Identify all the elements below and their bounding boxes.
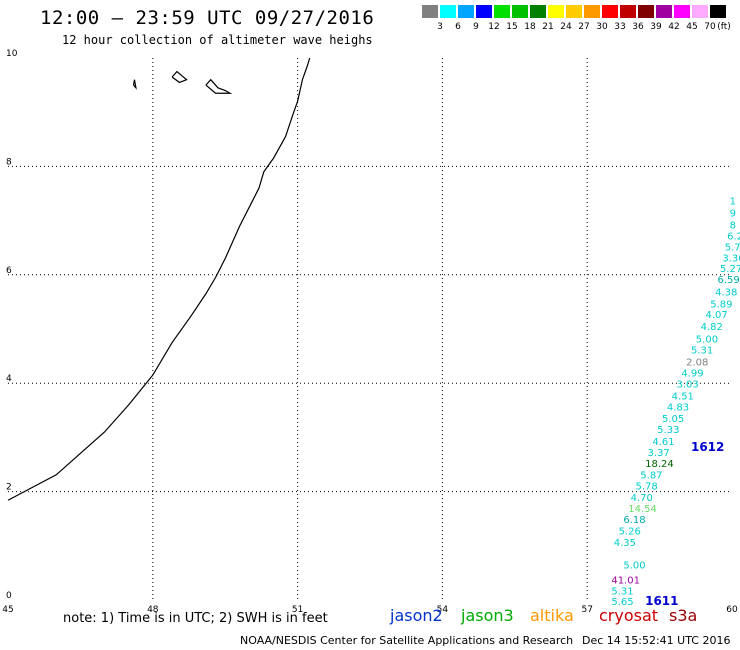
wave-height-value: 41.01 xyxy=(611,576,640,587)
wave-height-value: 4.35 xyxy=(614,538,636,549)
wave-height-value: 4.70 xyxy=(631,493,653,504)
legend-label: 15 xyxy=(506,22,518,32)
legend-swatch xyxy=(548,5,564,18)
legend-swatch xyxy=(530,5,546,18)
y-tick-label: 0 xyxy=(6,591,12,601)
legend-label: 18 xyxy=(524,22,536,32)
legend-swatch xyxy=(584,5,600,18)
x-tick-label: 48 xyxy=(147,605,159,615)
legend-swatch xyxy=(656,5,672,18)
legend-swatch xyxy=(602,5,618,18)
wave-height-value: 2.08 xyxy=(686,357,708,368)
legend-label: 24 xyxy=(560,22,572,32)
x-tick-label: 57 xyxy=(581,605,592,615)
wave-height-value: 18.24 xyxy=(645,459,674,470)
y-tick-label: 4 xyxy=(6,374,12,384)
wave-height-value: 14.54 xyxy=(628,504,657,515)
coastline xyxy=(7,57,311,501)
wave-height-value: 1 xyxy=(730,196,736,207)
wave-height-value: 6.2 xyxy=(727,232,740,243)
satellite-label-s3a: s3a xyxy=(669,606,698,625)
legend-label: 70 xyxy=(704,22,716,32)
wave-height-value: 4.51 xyxy=(672,391,694,402)
legend-label: 30 xyxy=(596,22,608,32)
y-tick-label: 10 xyxy=(6,49,18,59)
legend-swatch xyxy=(476,5,492,18)
footer-credit: NOAA/NESDIS Center for Satellite Applica… xyxy=(240,634,574,647)
legend-label: 12 xyxy=(488,22,500,32)
wave-height-value: 4.82 xyxy=(701,322,723,333)
wave-height-value: 3.36 xyxy=(722,253,740,264)
wave-height-value: 5.78 xyxy=(635,481,657,492)
pass-number-label: 1612 xyxy=(691,440,724,454)
legend-swatch xyxy=(620,5,636,18)
satellite-label-cryosat: cryosat xyxy=(599,606,659,625)
footer-timestamp: Dec 14 15:52:41 UTC 2016 xyxy=(582,634,731,647)
wave-height-value: 5.65 xyxy=(611,597,633,608)
wave-height-value: 4.07 xyxy=(705,310,727,321)
legend-label: 33 xyxy=(614,22,626,32)
legend-label: 39 xyxy=(650,22,662,32)
legend-label: 3 xyxy=(437,22,443,32)
legend-label: 42 xyxy=(668,22,680,32)
wave-height-value: 8 xyxy=(730,221,736,232)
wave-height-value: 5.31 xyxy=(611,587,633,598)
wave-height-value: 3.37 xyxy=(648,448,670,459)
satellite-label-jason3: jason3 xyxy=(461,606,514,625)
wave-height-value: 5.89 xyxy=(710,299,732,310)
legend-label: 21 xyxy=(542,22,554,32)
wave-height-value: 6.18 xyxy=(623,515,645,526)
wave-height-value: 4.61 xyxy=(652,437,674,448)
wave-height-value: 5.00 xyxy=(696,335,718,346)
satellite-label-altika: altika xyxy=(530,606,574,625)
x-tick-label: 45 xyxy=(2,605,13,615)
wave-height-value: 9 xyxy=(730,208,736,219)
wave-height-value: 5.7 xyxy=(725,242,740,253)
legend-swatch xyxy=(440,5,456,18)
map-subtitle: 12 hour collection of altimeter wave hei… xyxy=(62,33,373,47)
wave-height-value: 5.00 xyxy=(623,561,645,572)
wave-height-value: 3.03 xyxy=(676,380,698,391)
wave-height-value: 5.31 xyxy=(691,345,713,356)
legend-swatch xyxy=(494,5,510,18)
legend-swatch xyxy=(638,5,654,18)
wave-height-value: 6.59 xyxy=(718,275,740,286)
legend-swatch xyxy=(566,5,582,18)
legend-swatch xyxy=(512,5,528,18)
island-1 xyxy=(132,79,137,90)
legend-label: 27 xyxy=(578,22,590,32)
y-tick-label: 8 xyxy=(6,157,12,167)
legend-swatch xyxy=(422,5,438,18)
island-3 xyxy=(205,78,233,94)
legend-swatch xyxy=(458,5,474,18)
note-text: note: 1) Time is in UTC; 2) SWH is in fe… xyxy=(63,611,328,626)
legend-label: 6 xyxy=(455,22,461,32)
legend-unit: (ft) xyxy=(717,22,731,32)
legend-swatch xyxy=(674,5,690,18)
wave-height-value: 4.38 xyxy=(715,287,737,298)
map-title: 12:00 – 23:59 UTC 09/27/2016 xyxy=(40,7,375,29)
x-tick-label: 54 xyxy=(437,605,449,615)
wave-height-value: 5.05 xyxy=(662,414,684,425)
legend-swatch xyxy=(710,5,726,18)
wave-height-value: 5.27 xyxy=(720,264,740,275)
x-tick-label: 60 xyxy=(726,605,738,615)
wave-height-value: 4.99 xyxy=(681,369,703,380)
wave-height-value: 5.87 xyxy=(640,471,662,482)
y-tick-label: 2 xyxy=(6,483,12,493)
wave-height-value: 4.83 xyxy=(667,402,689,413)
legend-label: 9 xyxy=(473,22,479,32)
wave-height-value: 5.26 xyxy=(619,526,641,537)
x-tick-label: 51 xyxy=(292,605,303,615)
legend-swatch xyxy=(692,5,708,18)
pass-number-label: 1611 xyxy=(645,594,678,608)
legend-label: 36 xyxy=(632,22,644,32)
y-tick-label: 6 xyxy=(6,266,12,276)
wave-height-value: 5.33 xyxy=(657,425,679,436)
satellite-label-jason2: jason2 xyxy=(390,606,443,625)
legend-label: 45 xyxy=(686,22,698,32)
island-2 xyxy=(171,70,188,84)
